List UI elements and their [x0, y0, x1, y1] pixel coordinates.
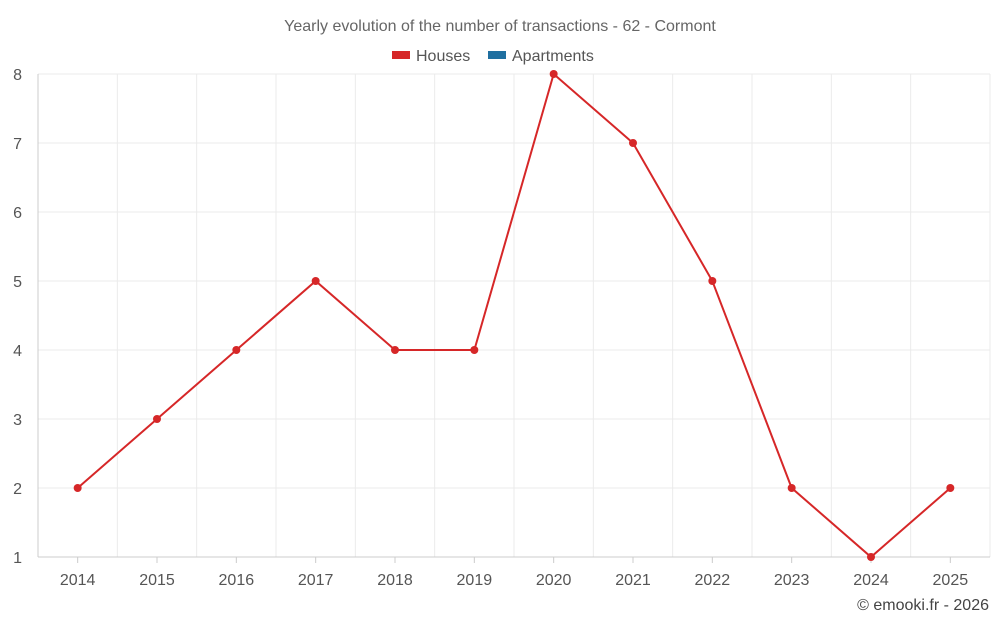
x-tick-label: 2024 — [853, 572, 889, 589]
x-tick-label: 2020 — [536, 572, 572, 589]
x-tick-label: 2014 — [60, 572, 96, 589]
x-tick-label: 2018 — [377, 572, 413, 589]
data-point-houses[interactable] — [629, 139, 637, 147]
x-tick-label: 2017 — [298, 572, 334, 589]
data-point-houses[interactable] — [787, 484, 796, 492]
credit-text: © emooki.fr - 2026 — [857, 597, 989, 614]
legend-label-houses: Houses — [416, 48, 470, 65]
data-point-houses[interactable] — [232, 346, 241, 354]
series — [73, 70, 955, 561]
y-tick-label: 7 — [13, 136, 22, 153]
legend-label-apartments: Apartments — [512, 48, 594, 65]
x-tick-label: 2023 — [774, 572, 810, 589]
series-line-houses — [77, 72, 951, 559]
x-tick-label: 2016 — [219, 572, 255, 589]
x-tick-label: 2021 — [615, 572, 651, 589]
y-tick-label: 2 — [13, 481, 22, 498]
legend-swatch-houses — [392, 51, 410, 59]
x-tick-label: 2025 — [933, 572, 969, 589]
data-point-houses[interactable] — [153, 415, 161, 423]
data-point-houses[interactable] — [708, 277, 717, 285]
y-tick-label: 3 — [13, 412, 22, 429]
y-tick-label: 4 — [13, 343, 22, 360]
grid — [38, 73, 991, 557]
y-tick-label: 1 — [13, 550, 22, 567]
x-tick-label: 2022 — [695, 572, 731, 589]
data-point-houses[interactable] — [311, 277, 320, 285]
legend-item-houses[interactable]: Houses — [392, 48, 470, 65]
data-point-houses[interactable] — [470, 346, 479, 354]
x-tick-label: 2015 — [139, 572, 175, 589]
y-tick-label: 8 — [13, 67, 22, 84]
data-point-houses[interactable] — [391, 346, 399, 354]
data-point-houses[interactable] — [549, 70, 558, 78]
y-tick-label: 5 — [13, 274, 22, 291]
y-tick-label: 6 — [13, 205, 22, 222]
data-point-houses[interactable] — [946, 484, 955, 492]
legend-swatch-apartments — [488, 51, 506, 59]
data-point-houses[interactable] — [73, 484, 82, 492]
x-tick-label: 2019 — [457, 572, 493, 589]
legend: Houses Apartments — [392, 48, 594, 65]
legend-item-apartments[interactable]: Apartments — [488, 48, 594, 65]
axes: 1 2 3 4 5 6 7 8 2014 2015 2016 2017 2018 2019 2020 2021… — [13, 67, 990, 589]
chart-title: Yearly evolution of the number of transa… — [284, 18, 716, 35]
data-point-houses[interactable] — [867, 553, 875, 561]
